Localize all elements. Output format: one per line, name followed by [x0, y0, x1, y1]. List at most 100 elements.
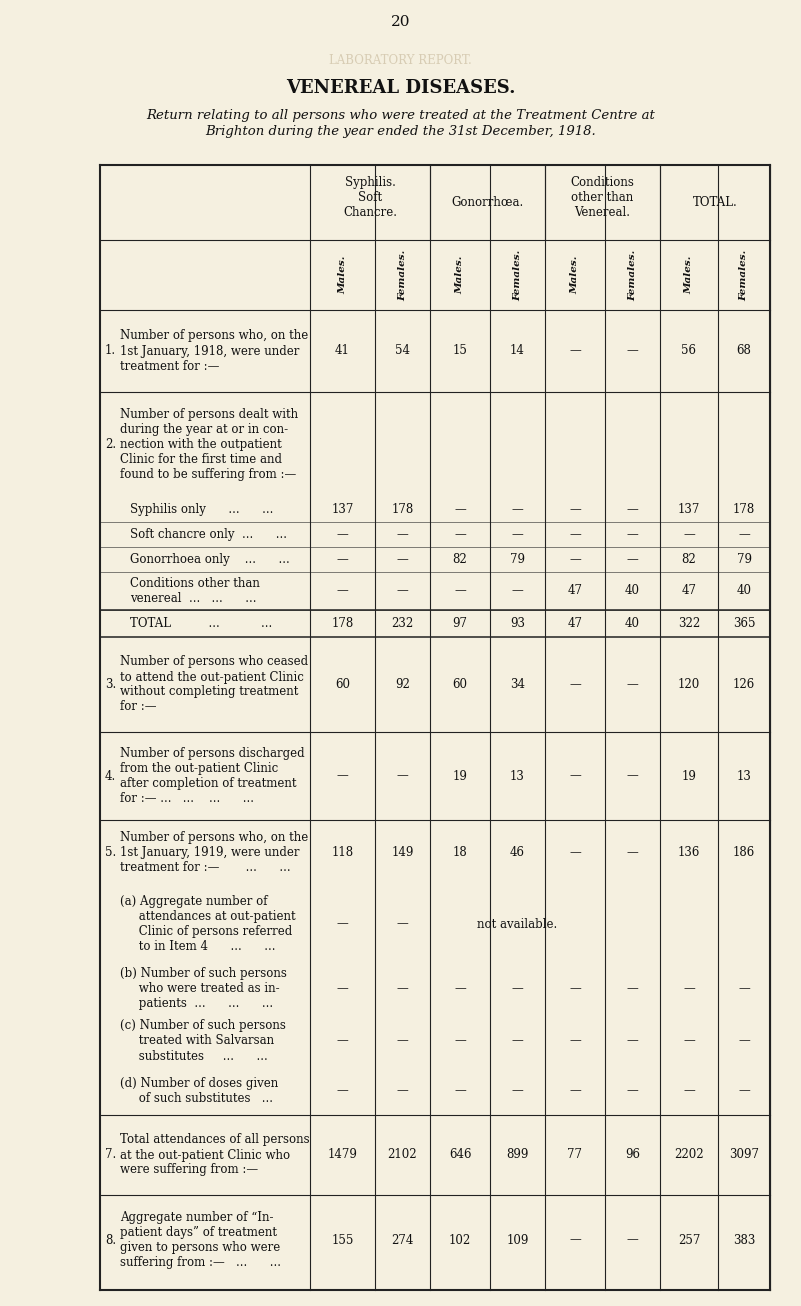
Text: 60: 60 [453, 678, 468, 691]
Text: Soft chancre only  ...      ...: Soft chancre only ... ... [130, 528, 287, 541]
Text: 274: 274 [392, 1233, 413, 1246]
Text: 46: 46 [510, 846, 525, 859]
Text: 257: 257 [678, 1233, 700, 1246]
Text: Males.: Males. [685, 256, 694, 294]
Text: —: — [336, 585, 348, 598]
Text: TOTAL.: TOTAL. [693, 196, 738, 209]
Text: —: — [396, 585, 409, 598]
Text: —: — [570, 769, 581, 782]
Text: Conditions
other than
Venereal.: Conditions other than Venereal. [570, 176, 634, 219]
Text: —: — [626, 1084, 638, 1097]
Text: —: — [396, 528, 409, 541]
Text: 82: 82 [682, 552, 696, 565]
Text: —: — [570, 528, 581, 541]
Text: —: — [570, 503, 581, 516]
Text: 68: 68 [737, 345, 751, 358]
Text: 186: 186 [733, 846, 755, 859]
Text: 82: 82 [453, 552, 467, 565]
Text: 56: 56 [682, 345, 697, 358]
Text: 3.: 3. [105, 678, 116, 691]
Text: 1.: 1. [105, 345, 116, 358]
Text: —: — [396, 982, 409, 995]
Text: 47: 47 [682, 585, 697, 598]
Text: 40: 40 [625, 616, 640, 629]
Text: —: — [626, 846, 638, 859]
Text: 646: 646 [449, 1148, 471, 1161]
Text: 383: 383 [733, 1233, 755, 1246]
Text: 92: 92 [395, 678, 410, 691]
Text: —: — [512, 528, 523, 541]
Text: Females.: Females. [513, 249, 522, 300]
Text: Females.: Females. [398, 249, 407, 300]
Text: 7.: 7. [105, 1148, 116, 1161]
Text: —: — [512, 982, 523, 995]
Text: 149: 149 [392, 846, 413, 859]
Text: 102: 102 [449, 1233, 471, 1246]
Text: (b) Number of such persons
     who were treated as in-
     patients  ...      : (b) Number of such persons who were trea… [120, 968, 287, 1011]
Text: —: — [512, 1034, 523, 1047]
Text: 34: 34 [510, 678, 525, 691]
Text: 2202: 2202 [674, 1148, 704, 1161]
Text: 14: 14 [510, 345, 525, 358]
Text: Number of persons who, on the
1st January, 1918, were under
treatment for :—: Number of persons who, on the 1st Januar… [120, 329, 308, 372]
Text: 40: 40 [625, 585, 640, 598]
Text: —: — [626, 1233, 638, 1246]
Text: 47: 47 [567, 616, 582, 629]
Text: 365: 365 [733, 616, 755, 629]
Text: —: — [739, 1034, 750, 1047]
Text: 93: 93 [510, 616, 525, 629]
Text: —: — [570, 1233, 581, 1246]
Text: 18: 18 [453, 846, 467, 859]
Text: —: — [336, 1034, 348, 1047]
Text: 120: 120 [678, 678, 700, 691]
Text: —: — [512, 585, 523, 598]
Text: —: — [739, 982, 750, 995]
Text: 47: 47 [567, 585, 582, 598]
Text: Males.: Males. [338, 256, 347, 294]
Text: 126: 126 [733, 678, 755, 691]
Text: —: — [626, 528, 638, 541]
Text: 40: 40 [736, 585, 751, 598]
Text: —: — [336, 1084, 348, 1097]
Text: 60: 60 [335, 678, 350, 691]
Text: —: — [336, 552, 348, 565]
Text: 136: 136 [678, 846, 700, 859]
Text: 178: 178 [332, 616, 353, 629]
Text: —: — [454, 1034, 466, 1047]
Text: TOTAL          ...           ...: TOTAL ... ... [130, 616, 272, 629]
Text: 2102: 2102 [388, 1148, 417, 1161]
Text: 13: 13 [737, 769, 751, 782]
Text: Females.: Females. [739, 249, 748, 300]
Text: 322: 322 [678, 616, 700, 629]
Text: —: — [739, 1084, 750, 1097]
Text: —: — [570, 678, 581, 691]
Text: —: — [512, 1084, 523, 1097]
Text: 137: 137 [332, 503, 354, 516]
Text: Number of persons who, on the
1st January, 1919, were under
treatment for :—    : Number of persons who, on the 1st Januar… [120, 831, 308, 874]
Text: Number of persons dealt with
during the year at or in con-
nection with the outp: Number of persons dealt with during the … [120, 407, 298, 481]
Text: 1479: 1479 [328, 1148, 357, 1161]
Text: —: — [570, 1034, 581, 1047]
Text: 109: 109 [506, 1233, 529, 1246]
Text: (d) Number of doses given
     of such substitutes   ...: (d) Number of doses given of such substi… [120, 1077, 278, 1105]
Text: Males.: Males. [570, 256, 579, 294]
Text: 5.: 5. [105, 846, 116, 859]
Text: —: — [454, 528, 466, 541]
Text: —: — [626, 552, 638, 565]
Text: —: — [626, 1034, 638, 1047]
Text: 8.: 8. [105, 1233, 116, 1246]
Text: —: — [626, 503, 638, 516]
Text: —: — [626, 678, 638, 691]
Text: 155: 155 [332, 1233, 354, 1246]
Text: Aggregate number of “In-
patient days” of treatment
given to persons who were
su: Aggregate number of “In- patient days” o… [120, 1211, 281, 1269]
Text: Gonorrhœa.: Gonorrhœa. [452, 196, 524, 209]
Text: —: — [570, 982, 581, 995]
Text: not a​vaila​ble.: not a​vaila​ble. [477, 918, 557, 930]
Text: Males.: Males. [456, 256, 465, 294]
Text: Conditions other than
venereal  ...   ...      ...: Conditions other than venereal ... ... .… [130, 577, 260, 605]
Text: (a) Aggregate number of
     attendances at out-patient
     Clinic of persons r: (a) Aggregate number of attendances at o… [120, 895, 296, 953]
Text: 19: 19 [682, 769, 696, 782]
Text: 20: 20 [391, 14, 410, 29]
Text: 79: 79 [510, 552, 525, 565]
Text: —: — [570, 552, 581, 565]
